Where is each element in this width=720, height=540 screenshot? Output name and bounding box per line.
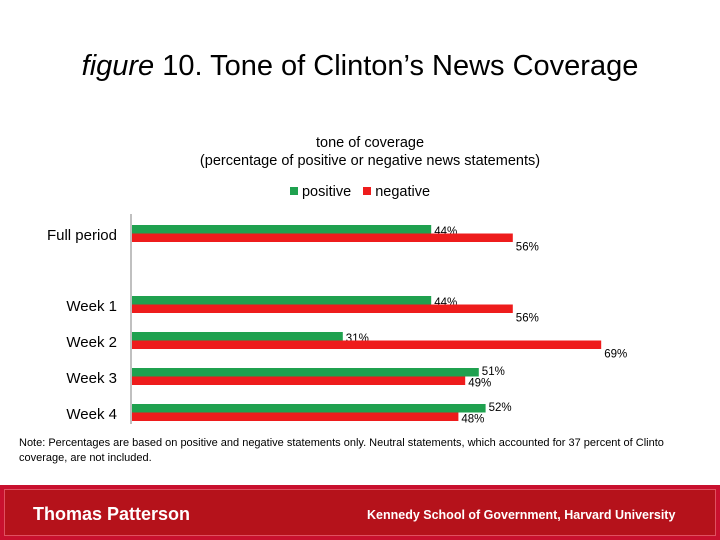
bar-positive	[132, 368, 479, 377]
bar-negative	[132, 412, 459, 421]
category-label: Week 1	[66, 298, 117, 315]
legend-item-negative: negative	[363, 184, 430, 200]
category-label: Week 2	[66, 334, 117, 351]
author-name: Thomas Patterson	[33, 504, 191, 524]
data-label-positive: 52%	[489, 402, 512, 414]
affiliation: Kennedy School of Government, Harvard Un…	[367, 508, 676, 522]
data-label-positive: 51%	[482, 366, 505, 378]
bar-positive	[132, 225, 432, 234]
legend-swatch-negative	[363, 187, 372, 195]
legend-swatch-positive	[289, 187, 298, 195]
category-label: Week 3	[66, 370, 117, 387]
category-label: Week 4	[66, 406, 117, 423]
chart-title: tone of coverage (percentage of positive…	[199, 135, 541, 169]
data-label-negative: 48%	[461, 414, 484, 426]
bar-positive	[132, 296, 432, 305]
slide-title: figure 10. Tone of Clinton’s News Covera…	[81, 50, 639, 82]
chart-note: Note: Percentages are based on positive …	[19, 437, 664, 464]
data-label-negative: 56%	[516, 313, 539, 325]
bar-chart: Full period 44%56%Week 1 44%56%Week 2 31%69…	[47, 214, 627, 426]
data-label-negative: 56%	[516, 242, 539, 254]
data-label-negative: 69%	[604, 349, 627, 361]
bar-negative	[132, 304, 513, 313]
footer-banner: Thomas Patterson Kennedy School of Gover…	[0, 485, 720, 540]
legend-item-positive: positive	[289, 184, 351, 200]
bar-negative	[132, 376, 466, 385]
footer-inner: Thomas Patterson Kennedy School of Gover…	[4, 489, 716, 536]
category-label: Full period	[47, 227, 117, 244]
bar-positive	[132, 332, 343, 341]
bar-positive	[132, 404, 486, 413]
data-label-negative: 49%	[468, 378, 491, 390]
bar-negative	[132, 340, 602, 349]
bar-negative	[132, 233, 513, 242]
chart-legend: positive negative	[0, 184, 720, 200]
